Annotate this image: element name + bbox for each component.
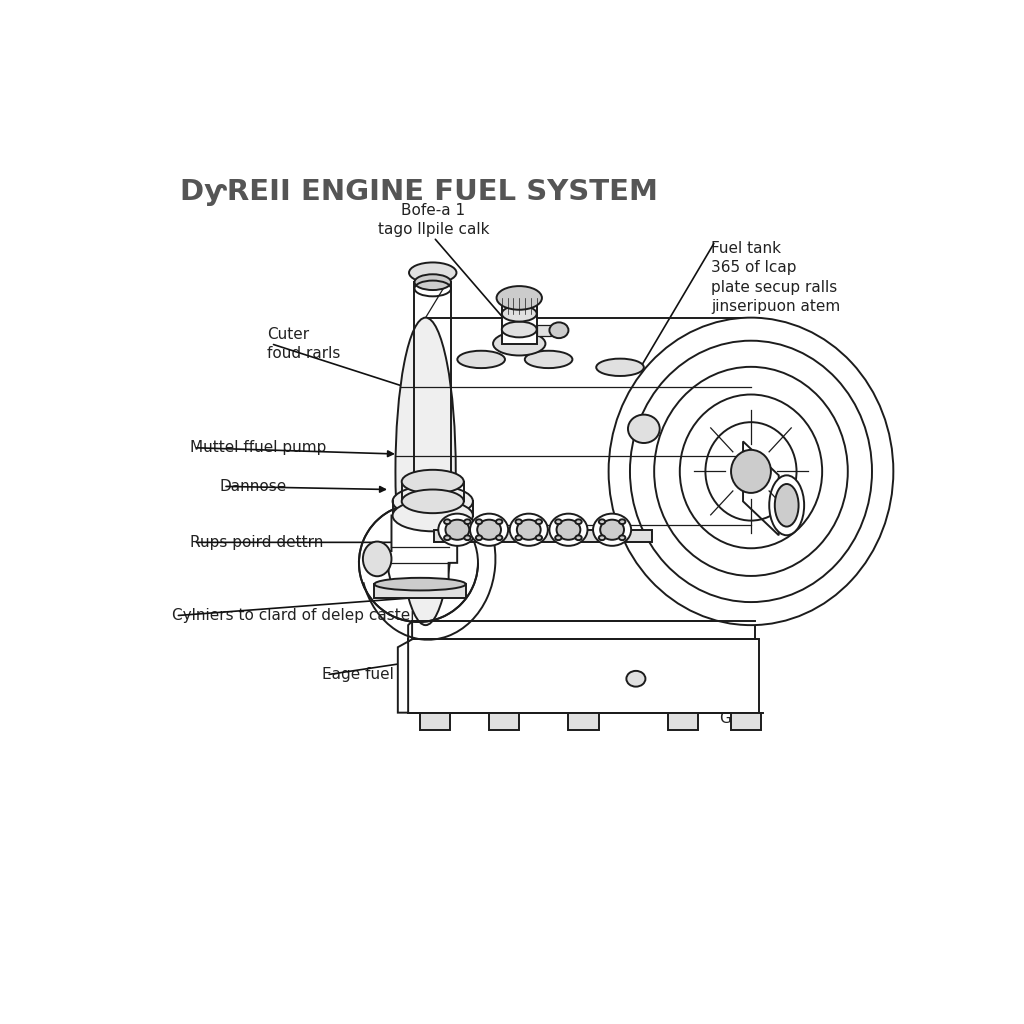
Ellipse shape [525, 351, 572, 368]
Bar [731, 713, 761, 730]
Ellipse shape [557, 520, 581, 540]
Ellipse shape [555, 536, 561, 540]
Ellipse shape [464, 536, 471, 540]
Ellipse shape [445, 520, 469, 540]
Bar [668, 713, 697, 730]
Ellipse shape [599, 519, 605, 524]
Bar [489, 713, 519, 730]
Ellipse shape [608, 317, 893, 625]
Ellipse shape [620, 519, 626, 524]
Ellipse shape [575, 519, 582, 524]
Ellipse shape [477, 520, 501, 540]
Ellipse shape [515, 519, 522, 524]
Ellipse shape [464, 519, 471, 524]
Ellipse shape [392, 485, 473, 517]
Bar [502, 299, 537, 313]
Ellipse shape [401, 489, 464, 513]
Ellipse shape [536, 519, 542, 524]
Text: Muttel ffuel pump: Muttel ffuel pump [189, 440, 327, 456]
Ellipse shape [476, 536, 482, 540]
Text: Rups poird dettrn: Rups poird dettrn [189, 535, 324, 550]
Ellipse shape [515, 536, 522, 540]
Ellipse shape [575, 536, 582, 540]
Ellipse shape [409, 262, 457, 283]
Text: Eage fuel racton: Eage fuel racton [323, 668, 449, 682]
Ellipse shape [395, 317, 456, 625]
Ellipse shape [496, 536, 503, 540]
Ellipse shape [438, 514, 476, 546]
Ellipse shape [769, 475, 804, 536]
Text: Cuter
foud rarls: Cuter foud rarls [267, 327, 340, 360]
Ellipse shape [555, 519, 561, 524]
Ellipse shape [502, 292, 537, 307]
Ellipse shape [476, 519, 482, 524]
Ellipse shape [444, 519, 451, 524]
Ellipse shape [493, 332, 546, 355]
Ellipse shape [470, 514, 508, 546]
Ellipse shape [496, 519, 503, 524]
Ellipse shape [550, 323, 568, 338]
Ellipse shape [620, 536, 626, 540]
Ellipse shape [392, 500, 473, 531]
Text: Bofe-a 1
tago llpile calk: Bofe-a 1 tago llpile calk [378, 203, 489, 238]
Ellipse shape [627, 671, 645, 687]
Ellipse shape [458, 351, 505, 368]
Ellipse shape [517, 520, 541, 540]
Bar [433, 529, 652, 543]
Bar [537, 325, 551, 336]
Polygon shape [397, 622, 412, 713]
Ellipse shape [628, 415, 659, 443]
Ellipse shape [536, 536, 542, 540]
Ellipse shape [731, 450, 771, 493]
Text: Dannose: Dannose [219, 479, 287, 494]
Ellipse shape [415, 274, 451, 290]
Ellipse shape [593, 514, 631, 546]
Ellipse shape [497, 286, 542, 309]
Polygon shape [743, 441, 778, 536]
Ellipse shape [401, 470, 464, 494]
Text: Grain: Grain [719, 711, 761, 726]
Ellipse shape [444, 536, 451, 540]
Bar [412, 622, 755, 639]
Ellipse shape [596, 358, 644, 376]
Bar [420, 713, 451, 730]
Ellipse shape [550, 514, 588, 546]
Polygon shape [389, 515, 457, 584]
Ellipse shape [599, 536, 605, 540]
Ellipse shape [362, 542, 391, 577]
Ellipse shape [502, 322, 537, 337]
Bar [409, 639, 759, 713]
Text: Fuel tank
365 of lcap
plate secup ralls
jinseripuon atem: Fuel tank 365 of lcap plate secup ralls … [712, 242, 841, 313]
Ellipse shape [775, 484, 799, 526]
Ellipse shape [375, 578, 466, 591]
Bar [502, 313, 537, 330]
Bar [568, 713, 599, 730]
Text: Cylniers to clard of delep casten: Cylniers to clard of delep casten [172, 608, 420, 624]
Ellipse shape [502, 306, 537, 322]
Text: DƴREII ENGINE FUEL SYSTEM: DƴREII ENGINE FUEL SYSTEM [179, 178, 657, 206]
Ellipse shape [510, 514, 548, 546]
Bar [502, 330, 537, 344]
Bar [375, 584, 466, 598]
Ellipse shape [600, 520, 624, 540]
